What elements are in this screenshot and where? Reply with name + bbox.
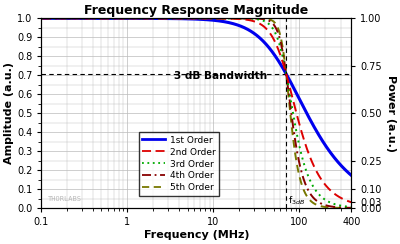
Y-axis label: Amplitude (a.u.): Amplitude (a.u.) [4, 62, 14, 164]
Title: Frequency Response Magnitude: Frequency Response Magnitude [84, 4, 308, 17]
Text: 3 dB Bandwidth: 3 dB Bandwidth [174, 71, 267, 81]
Text: f$_{3dB}$: f$_{3dB}$ [288, 194, 305, 207]
Legend: 1st Order, 2nd Order, 3rd Order, 4th Order, 5th Order: 1st Order, 2nd Order, 3rd Order, 4th Ord… [139, 132, 219, 196]
Y-axis label: Power (a.u.): Power (a.u.) [386, 75, 396, 152]
X-axis label: Frequency (MHz): Frequency (MHz) [144, 230, 249, 240]
Text: THORLABS: THORLABS [48, 196, 82, 202]
